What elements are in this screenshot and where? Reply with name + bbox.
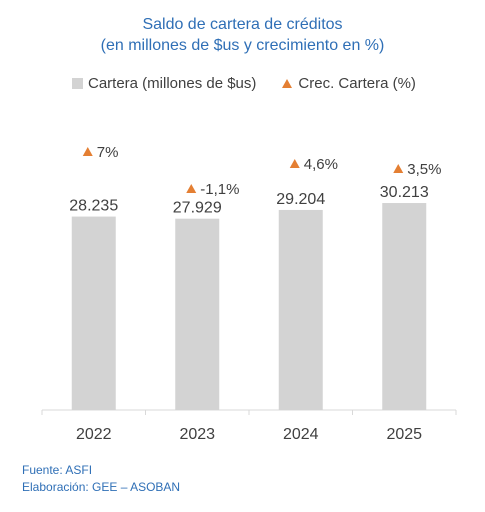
footer-credit: Elaboración: GEE – ASOBAN (22, 480, 181, 494)
chart-title: Saldo de cartera de créditos (142, 16, 343, 33)
legend-label-crecimiento: Crec. Cartera (%) (298, 74, 416, 92)
legend-item-cartera: Cartera (millones de $us) (72, 75, 256, 92)
growth-value-label: 4,6% (304, 156, 338, 173)
growth-marker-triangle (82, 147, 93, 156)
legend-swatch-bar-icon (72, 77, 83, 89)
bar-value-label: 28.235 (69, 198, 118, 215)
legend-triangle-icon (282, 78, 293, 88)
x-tick-label: 2024 (283, 426, 319, 443)
legend: Cartera (millones de $us) Crec. Cartera … (72, 74, 442, 92)
growth-marker-triangle (289, 159, 300, 168)
chart-subtitle: (en millones de $us y crecimiento en %) (100, 37, 385, 54)
growth-marker-triangle (393, 164, 404, 173)
x-tick-label: 2022 (76, 426, 112, 443)
bar-value-label: 27.929 (173, 200, 222, 217)
bar-value-label: 29.204 (276, 191, 325, 208)
bar-2024 (278, 209, 323, 410)
legend-item-crecimiento: Crec. Cartera (%) (282, 75, 416, 92)
bar-2025 (382, 203, 427, 410)
growth-marker-triangle (186, 184, 197, 193)
legend-label-cartera: Cartera (millones de $us) (88, 74, 257, 92)
x-tick-label: 2025 (386, 426, 422, 443)
x-tick-label: 2023 (179, 426, 215, 443)
bar-2023 (175, 218, 220, 410)
growth-value-label: -1,1% (200, 181, 239, 198)
bar-value-label: 30.213 (380, 184, 429, 201)
chart-title-block: Saldo de cartera de créditos (en millone… (0, 14, 485, 56)
growth-value-label: 3,5% (407, 161, 441, 178)
bar-2022 (71, 216, 116, 410)
growth-value-label: 7% (97, 144, 119, 161)
footer-source: Fuente: ASFI (22, 463, 93, 477)
